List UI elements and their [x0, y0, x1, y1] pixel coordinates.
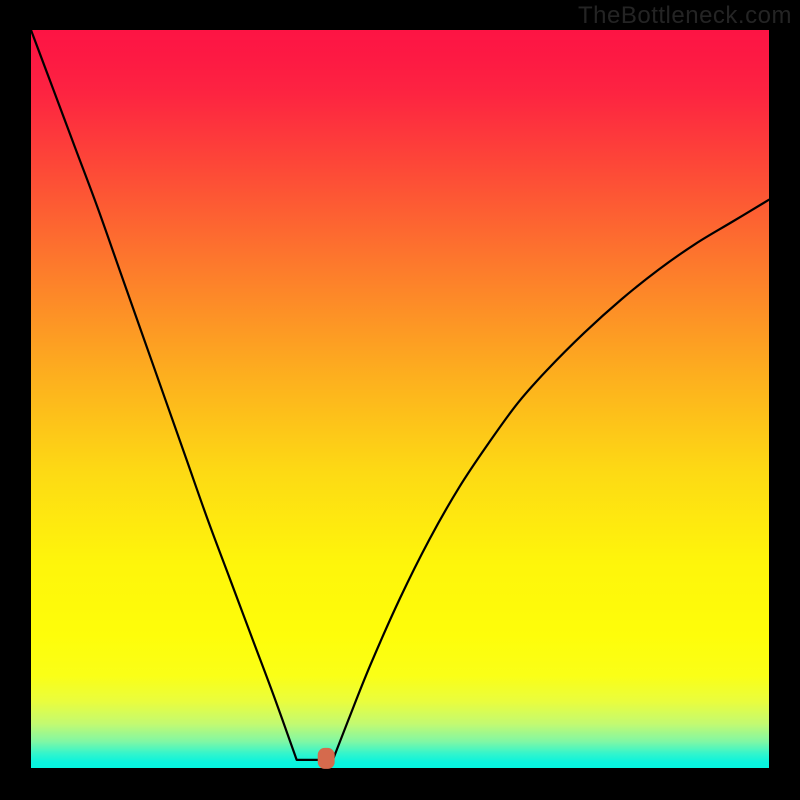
target-marker	[318, 748, 335, 769]
watermark-text: TheBottleneck.com	[578, 2, 792, 30]
chart-canvas: TheBottleneck.com	[0, 0, 800, 800]
bottleneck-chart-svg	[0, 0, 800, 800]
plot-area	[31, 30, 769, 768]
